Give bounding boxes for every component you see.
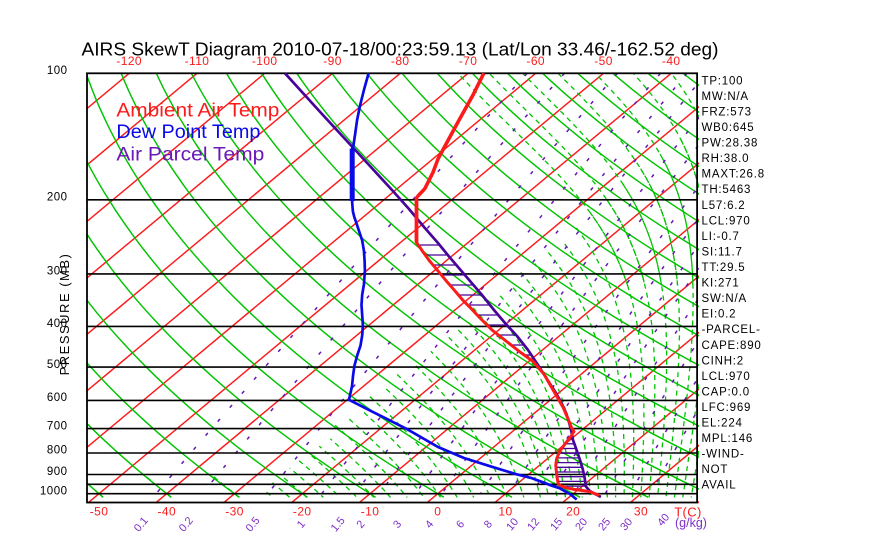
svg-text:25: 25 [596,516,613,533]
svg-text:EL:224: EL:224 [702,418,743,430]
svg-text:CAP:0.0: CAP:0.0 [702,386,750,398]
svg-text:-40: -40 [158,505,177,519]
svg-text:500: 500 [47,359,68,371]
svg-text:MW:N/A: MW:N/A [702,91,749,103]
svg-text:LCL:970: LCL:970 [702,215,751,227]
svg-text:CAPE:890: CAPE:890 [702,340,762,352]
svg-text:WB0:645: WB0:645 [702,122,755,134]
svg-text:-50: -50 [594,54,613,68]
svg-text:AVAIL: AVAIL [702,480,737,492]
svg-text:0.1: 0.1 [132,515,151,534]
svg-text:SI:11.7: SI:11.7 [702,247,743,259]
svg-text:0.2: 0.2 [177,515,196,534]
svg-text:-60: -60 [526,54,545,68]
svg-text:10: 10 [498,505,512,519]
svg-text:-40: -40 [662,54,681,68]
svg-text:-PARCEL-: -PARCEL- [702,324,761,336]
svg-text:T(C): T(C) [674,505,702,520]
svg-text:NOT: NOT [702,464,729,476]
svg-text:Air Parcel Temp: Air Parcel Temp [116,144,264,165]
svg-text:0.5: 0.5 [244,515,263,534]
svg-text:0: 0 [434,505,441,519]
svg-text:4: 4 [423,518,436,530]
svg-text:-20: -20 [293,505,312,519]
svg-text:1: 1 [295,518,308,530]
svg-text:600: 600 [47,392,68,404]
svg-text:2: 2 [355,518,368,530]
svg-text:800: 800 [47,445,68,457]
svg-text:LI:-0.7: LI:-0.7 [702,231,740,243]
svg-text:MAXT:26.8: MAXT:26.8 [702,169,765,181]
svg-text:20: 20 [566,505,580,519]
svg-text:300: 300 [47,266,68,278]
svg-text:AIRS SkewT Diagram 2010-07-18/: AIRS SkewT Diagram 2010-07-18/00:23:59.1… [82,40,719,60]
svg-text:Dew Point Temp: Dew Point Temp [116,122,260,143]
svg-text:1.5: 1.5 [329,515,348,534]
svg-text:TP:100: TP:100 [702,75,744,87]
svg-text:-90: -90 [323,54,342,68]
svg-text:RH:38.0: RH:38.0 [702,153,750,165]
svg-text:-80: -80 [391,54,410,68]
svg-text:-100: -100 [252,54,278,68]
svg-text:-WIND-: -WIND- [702,449,745,461]
svg-text:200: 200 [47,192,68,204]
svg-text:KI:271: KI:271 [702,278,740,290]
svg-text:LCL:970: LCL:970 [702,371,751,383]
svg-text:100: 100 [47,65,68,77]
svg-text:700: 700 [47,420,68,432]
svg-text:Ambient Air Temp: Ambient Air Temp [116,101,279,122]
svg-text:400: 400 [47,318,68,330]
svg-text:PRESSURE (MB): PRESSURE (MB) [57,253,72,376]
svg-text:-30: -30 [225,505,244,519]
svg-text:FRZ:573: FRZ:573 [702,107,752,119]
svg-text:MPL:146: MPL:146 [702,433,754,445]
svg-text:EI:0.2: EI:0.2 [702,309,737,321]
svg-text:-110: -110 [185,54,210,68]
svg-text:15: 15 [548,516,565,533]
svg-text:12: 12 [525,516,542,533]
svg-text:40: 40 [655,512,672,529]
svg-text:TT:29.5: TT:29.5 [702,262,746,274]
svg-text:LFC:969: LFC:969 [702,402,752,414]
svg-text:8: 8 [482,518,495,530]
svg-text:3: 3 [391,518,404,530]
svg-text:SW:N/A: SW:N/A [702,293,747,305]
svg-text:900: 900 [47,466,68,478]
svg-text:6: 6 [454,518,467,530]
svg-text:-50: -50 [90,505,109,519]
svg-text:-10: -10 [361,505,380,519]
svg-text:PW:28.38: PW:28.38 [702,138,759,150]
svg-text:1000: 1000 [40,485,68,497]
svg-text:30: 30 [618,516,635,533]
svg-text:-70: -70 [459,54,478,68]
svg-text:TH:5463: TH:5463 [702,184,752,196]
svg-text:30: 30 [634,505,648,519]
svg-text:CINH:2: CINH:2 [702,355,745,367]
svg-text:L57:6.2: L57:6.2 [702,200,746,212]
svg-text:(g/kg): (g/kg) [675,516,707,530]
svg-text:-120: -120 [116,54,142,68]
